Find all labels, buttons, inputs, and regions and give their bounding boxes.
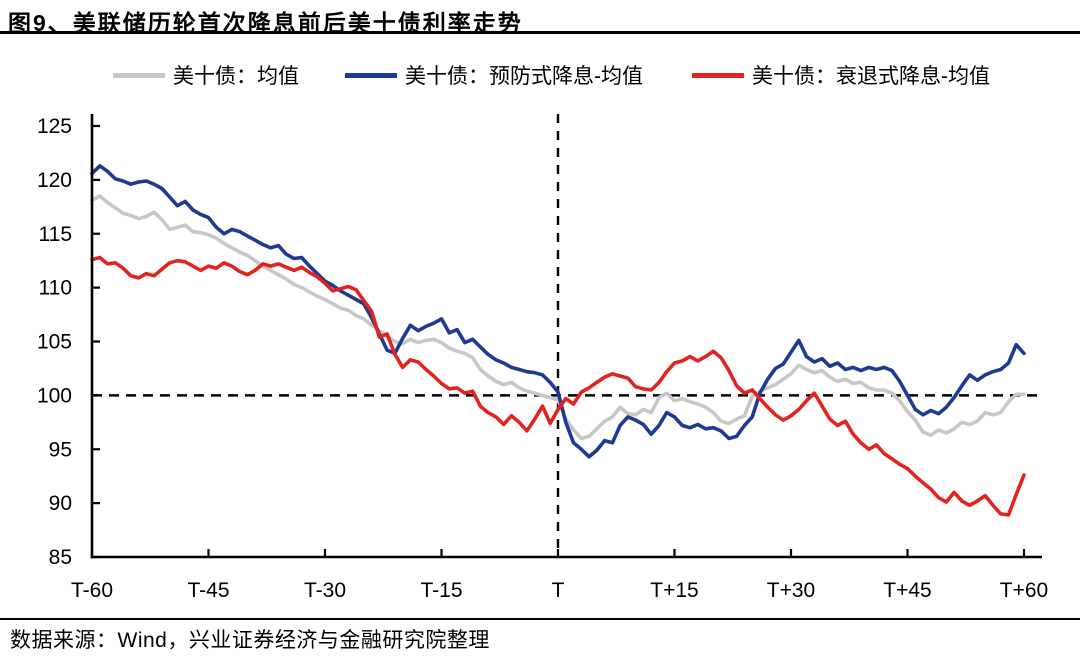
title-divider [0, 31, 1080, 34]
footer-divider [0, 618, 1080, 620]
y-tick-label: 110 [39, 277, 72, 300]
y-tick-label: 90 [49, 492, 72, 515]
x-tick-label: T+60 [1000, 579, 1048, 602]
legend-item-1: 美十债：均值 [113, 60, 299, 90]
legend-label: 美十债：衰退式降息-均值 [752, 65, 990, 88]
x-tick-label: T-15 [420, 579, 462, 602]
y-tick-label: 85 [49, 546, 72, 569]
legend-label: 美十债：预防式降息-均值 [405, 65, 643, 88]
x-tick-label: T-60 [71, 579, 113, 602]
legend-item-2: 美十债：预防式降息-均值 [345, 60, 643, 90]
x-tick-label: T [552, 579, 565, 602]
legend-swatch [345, 72, 397, 78]
chart-legend: 美十债：均值 美十债：预防式降息-均值 美十债：衰退式降息-均值 [0, 60, 1080, 90]
y-tick-label: 120 [37, 169, 72, 192]
y-tick-label: 115 [39, 223, 72, 246]
series-preventive-cut-line [90, 164, 1026, 459]
x-tick-label: T-30 [304, 579, 346, 602]
legend-swatch [692, 72, 744, 78]
x-tick-label: T+30 [767, 579, 815, 602]
y-tick-label: 125 [37, 115, 72, 138]
x-tick-label: T-45 [187, 579, 229, 602]
series-mean-line [90, 194, 1026, 441]
x-tick-label: T+45 [883, 579, 931, 602]
legend-swatch [113, 72, 165, 78]
legend-label: 美十债：均值 [173, 65, 299, 88]
source-note: 数据来源：Wind，兴业证券经济与金融研究院整理 [10, 629, 490, 652]
series-recession-cut-line [90, 255, 1026, 517]
y-tick-label: 95 [49, 438, 72, 461]
y-tick-label: 105 [37, 331, 72, 354]
y-tick-label: 100 [37, 384, 72, 407]
x-tick-label: T+15 [650, 579, 698, 602]
legend-item-3: 美十债：衰退式降息-均值 [692, 60, 990, 90]
